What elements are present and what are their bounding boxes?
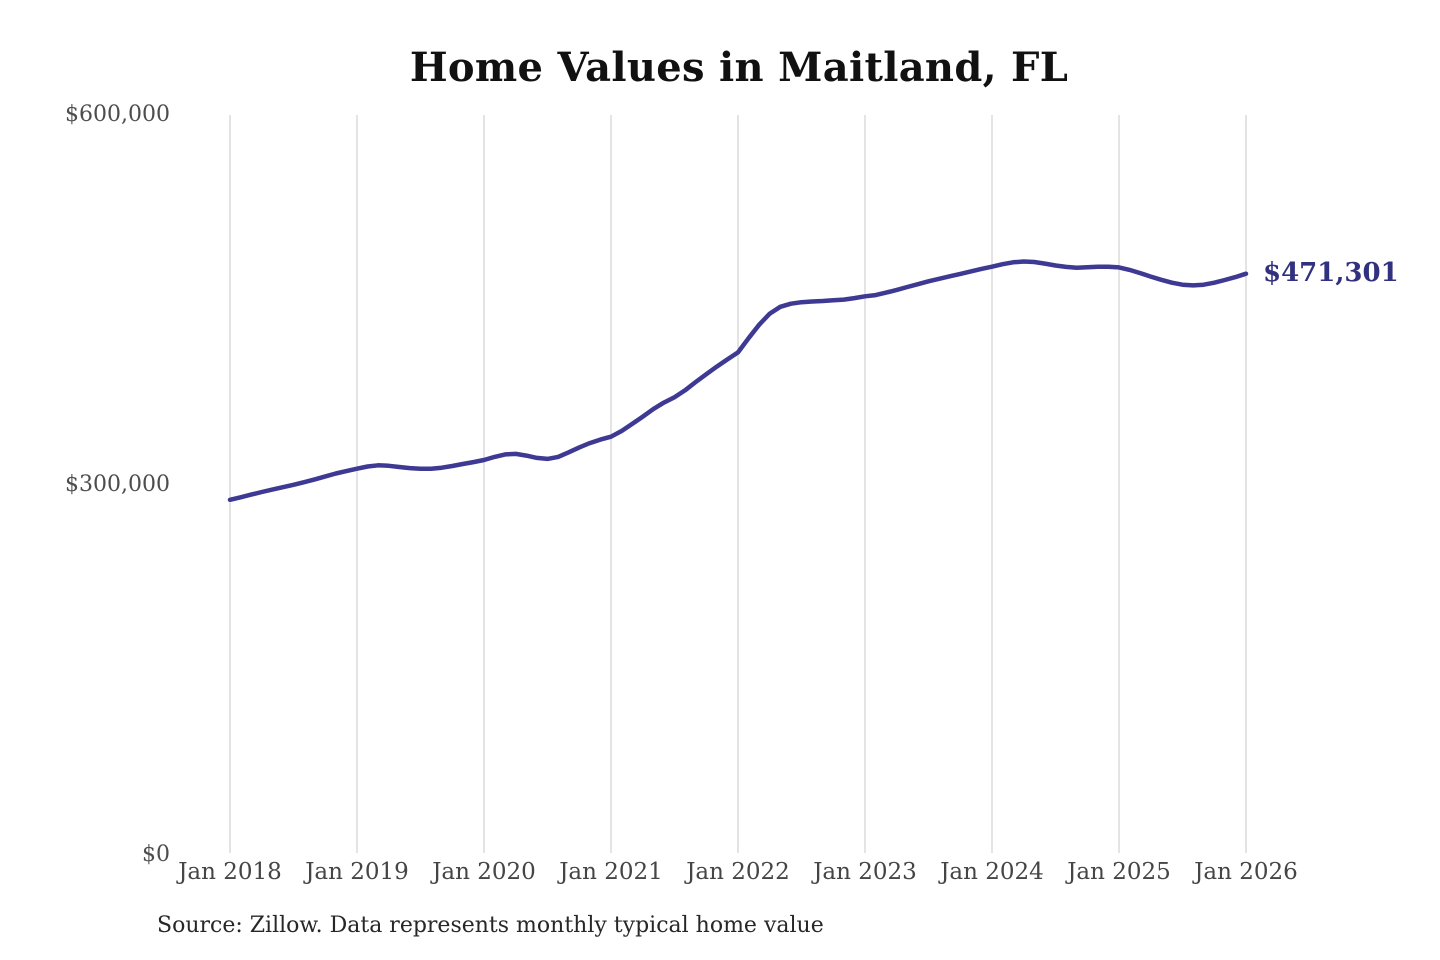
chart-title: Home Values in Maitland, FL — [409, 44, 1069, 91]
x-axis-tick-label: Jan 2022 — [686, 859, 790, 885]
x-axis-tick-label: Jan 2021 — [559, 859, 663, 885]
x-axis-tick-label: Jan 2026 — [1194, 859, 1298, 885]
x-axis-tick-label: Jan 2019 — [305, 859, 409, 885]
y-axis-tick-label: $600,000 — [65, 102, 170, 127]
x-axis-tick-label: Jan 2024 — [940, 859, 1044, 885]
x-axis-tick-label: Jan 2023 — [813, 859, 917, 885]
home-value-line — [227, 259, 1249, 503]
x-axis-tick-label: Jan 2025 — [1067, 859, 1171, 885]
vertical-gridlines — [229, 115, 1247, 853]
final-value-label: $471,301 — [1263, 257, 1399, 288]
x-axis-tick-label: Jan 2020 — [432, 859, 536, 885]
y-axis-tick-label: $0 — [142, 842, 170, 867]
source-note: Source: Zillow. Data represents monthly … — [157, 913, 824, 938]
x-axis-tick-label: Jan 2018 — [178, 859, 282, 885]
y-axis-tick-label: $300,000 — [65, 472, 170, 497]
